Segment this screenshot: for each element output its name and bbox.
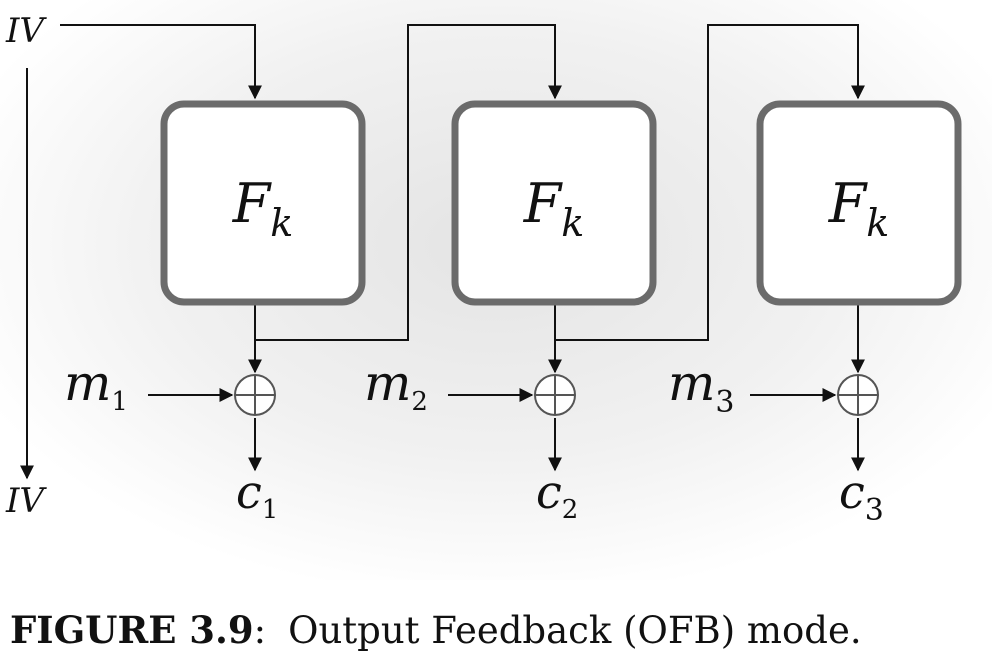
block-2: Fk — [451, 100, 657, 306]
figure-caption: FIGURE 3.9: Output Feedback (OFB) mode. — [10, 608, 990, 652]
block-2-label: Fk — [523, 172, 585, 245]
block-2-box — [451, 100, 657, 306]
m1-label: m1 — [64, 354, 128, 417]
m3-label: m3 — [668, 354, 735, 420]
caption-colon: : — [253, 609, 267, 652]
xor-2 — [534, 374, 576, 416]
ofb-diagram: Fk Fk Fk — [5, 11, 962, 528]
connection-lines — [20, 24, 865, 480]
iv-bottom-label: IV — [5, 481, 47, 521]
c3-label: c3 — [839, 465, 884, 528]
block-1: Fk — [160, 100, 366, 306]
xor-1 — [234, 374, 276, 416]
c2-label: c2 — [536, 465, 578, 525]
block-1-box — [160, 100, 366, 306]
block-3-label: Fk — [828, 172, 890, 245]
iv-to-block-1-arrow — [60, 24, 262, 100]
caption-text: Output Feedback (OFB) mode. — [288, 609, 862, 652]
iv-top-label: IV — [5, 11, 47, 51]
block-3: Fk — [756, 100, 962, 306]
m2-label: m2 — [364, 354, 428, 417]
xor-operators — [234, 374, 879, 416]
feedback-2-to-block-3-arrow — [555, 24, 865, 341]
feedback-1-to-block-2-arrow — [255, 24, 562, 341]
caption-label: FIGURE 3.9 — [10, 608, 254, 652]
block-1-label: Fk — [232, 172, 294, 245]
block-3-box — [756, 100, 962, 306]
c1-label: c1 — [236, 465, 278, 525]
xor-3 — [837, 374, 879, 416]
